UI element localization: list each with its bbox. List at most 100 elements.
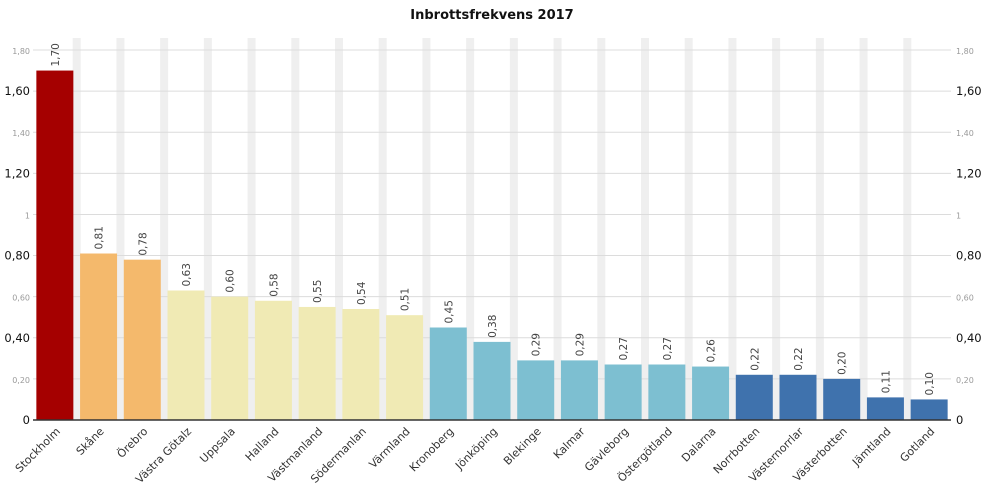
y-tick-label: 0,60 (956, 294, 974, 303)
category-label: Dalarna (679, 425, 719, 465)
y-tick-label: 0,20 (12, 376, 30, 385)
category-label: Uppsala (197, 425, 238, 466)
bar (36, 70, 74, 421)
column-band (509, 38, 518, 420)
category-label: Skåne (74, 425, 107, 458)
value-label: 0,11 (880, 370, 892, 393)
value-label: 0,81 (94, 226, 106, 249)
category-label: Blekinge (501, 425, 544, 468)
y-axis-right: 0 0,20 0,40 0,60 0,80 1 1,20 1,40 1,60 1,80 (956, 47, 982, 427)
value-label: 0,29 (574, 333, 586, 356)
column-bands (72, 38, 912, 420)
bar (604, 364, 642, 420)
bar (692, 366, 730, 420)
column-band (641, 38, 649, 420)
column-band (597, 38, 606, 420)
value-label: 0,29 (531, 333, 543, 356)
value-label: 0,20 (837, 351, 849, 374)
value-labels: 1,70 0,81 0,78 0,63 0,60 0,58 0,55 0,54 0,51 0,45… (50, 43, 936, 395)
category-label: Jönköping (452, 425, 500, 473)
y-tick-label: 0,60 (12, 294, 30, 303)
y-tick-label: 1 (25, 211, 30, 220)
y-tick-label: 0,80 (956, 249, 982, 263)
bar (910, 399, 948, 420)
column-band (291, 38, 300, 420)
value-label: 0,22 (749, 347, 761, 370)
value-label: 1,70 (50, 43, 62, 66)
y-axis-left: 0 0,20 0,40 0,60 0,80 1 1,20 1,40 1,60 1,80 (4, 47, 30, 427)
column-band (247, 38, 256, 420)
bar (342, 309, 380, 420)
bar (167, 290, 205, 420)
category-label: Stockholm (13, 425, 63, 475)
y-tick-label: 1,80 (12, 47, 30, 56)
column-band (728, 38, 737, 420)
value-label: 0,27 (618, 337, 630, 360)
category-label: Halland (243, 425, 282, 464)
column-band (815, 38, 824, 420)
bar (429, 327, 467, 420)
value-label: 0,54 (356, 281, 368, 305)
column-band (684, 38, 693, 420)
category-label: Kalmar (551, 425, 588, 462)
y-tick-label: 1,60 (4, 84, 30, 98)
column-band (378, 38, 387, 420)
bar (735, 374, 773, 420)
bar (648, 364, 686, 420)
bar (517, 360, 555, 420)
column-band (466, 38, 475, 420)
bar (80, 253, 118, 420)
bar (473, 341, 511, 420)
category-label: Gotland (897, 425, 937, 465)
column-band (553, 38, 562, 420)
value-label: 0,26 (706, 339, 718, 363)
value-label: 0,55 (312, 280, 324, 303)
column-band (859, 38, 868, 420)
bar (298, 306, 336, 420)
y-tick-label: 1,20 (956, 166, 982, 180)
column-band (772, 38, 781, 420)
bar (779, 374, 817, 420)
value-label: 0,78 (137, 232, 149, 255)
column-band (422, 38, 431, 420)
y-tick-label: 0,40 (4, 331, 30, 345)
column-band (903, 38, 912, 420)
y-tick-label: 1,40 (12, 129, 30, 138)
bar (254, 300, 292, 420)
value-label: 0,38 (487, 314, 499, 337)
y-tick-label: 1 (956, 211, 961, 220)
gridlines (33, 49, 951, 380)
category-label: Värmland (367, 425, 413, 471)
y-tick-label: 0,40 (956, 331, 982, 345)
y-tick-label: 1,20 (4, 166, 30, 180)
category-label: Jämtland (849, 425, 893, 469)
value-label: 0,63 (181, 263, 193, 286)
value-label: 0,58 (268, 273, 280, 296)
bar (123, 259, 161, 420)
value-label: 0,22 (793, 347, 805, 370)
column-band (116, 38, 125, 420)
chart-title: Inbrottsfrekvens 2017 (410, 8, 574, 23)
bar (823, 378, 861, 420)
value-label: 0,60 (225, 269, 237, 292)
bars (36, 70, 948, 421)
category-label: Kronoberg (407, 425, 456, 474)
value-label: 0,51 (400, 288, 412, 311)
y-tick-label: 0 (956, 413, 963, 427)
column-band (203, 38, 212, 420)
value-label: 0,10 (924, 372, 936, 395)
value-label: 0,45 (443, 300, 455, 323)
value-label: 0,27 (662, 337, 674, 360)
column-band (335, 38, 343, 420)
y-tick-label: 1,60 (956, 84, 982, 98)
bar (560, 360, 598, 420)
bar (866, 397, 904, 420)
column-band (72, 38, 81, 420)
bar (211, 296, 249, 420)
y-tick-label: 0,20 (956, 376, 974, 385)
y-tick-label: 1,40 (956, 129, 974, 138)
y-tick-label: 0,80 (4, 249, 30, 263)
